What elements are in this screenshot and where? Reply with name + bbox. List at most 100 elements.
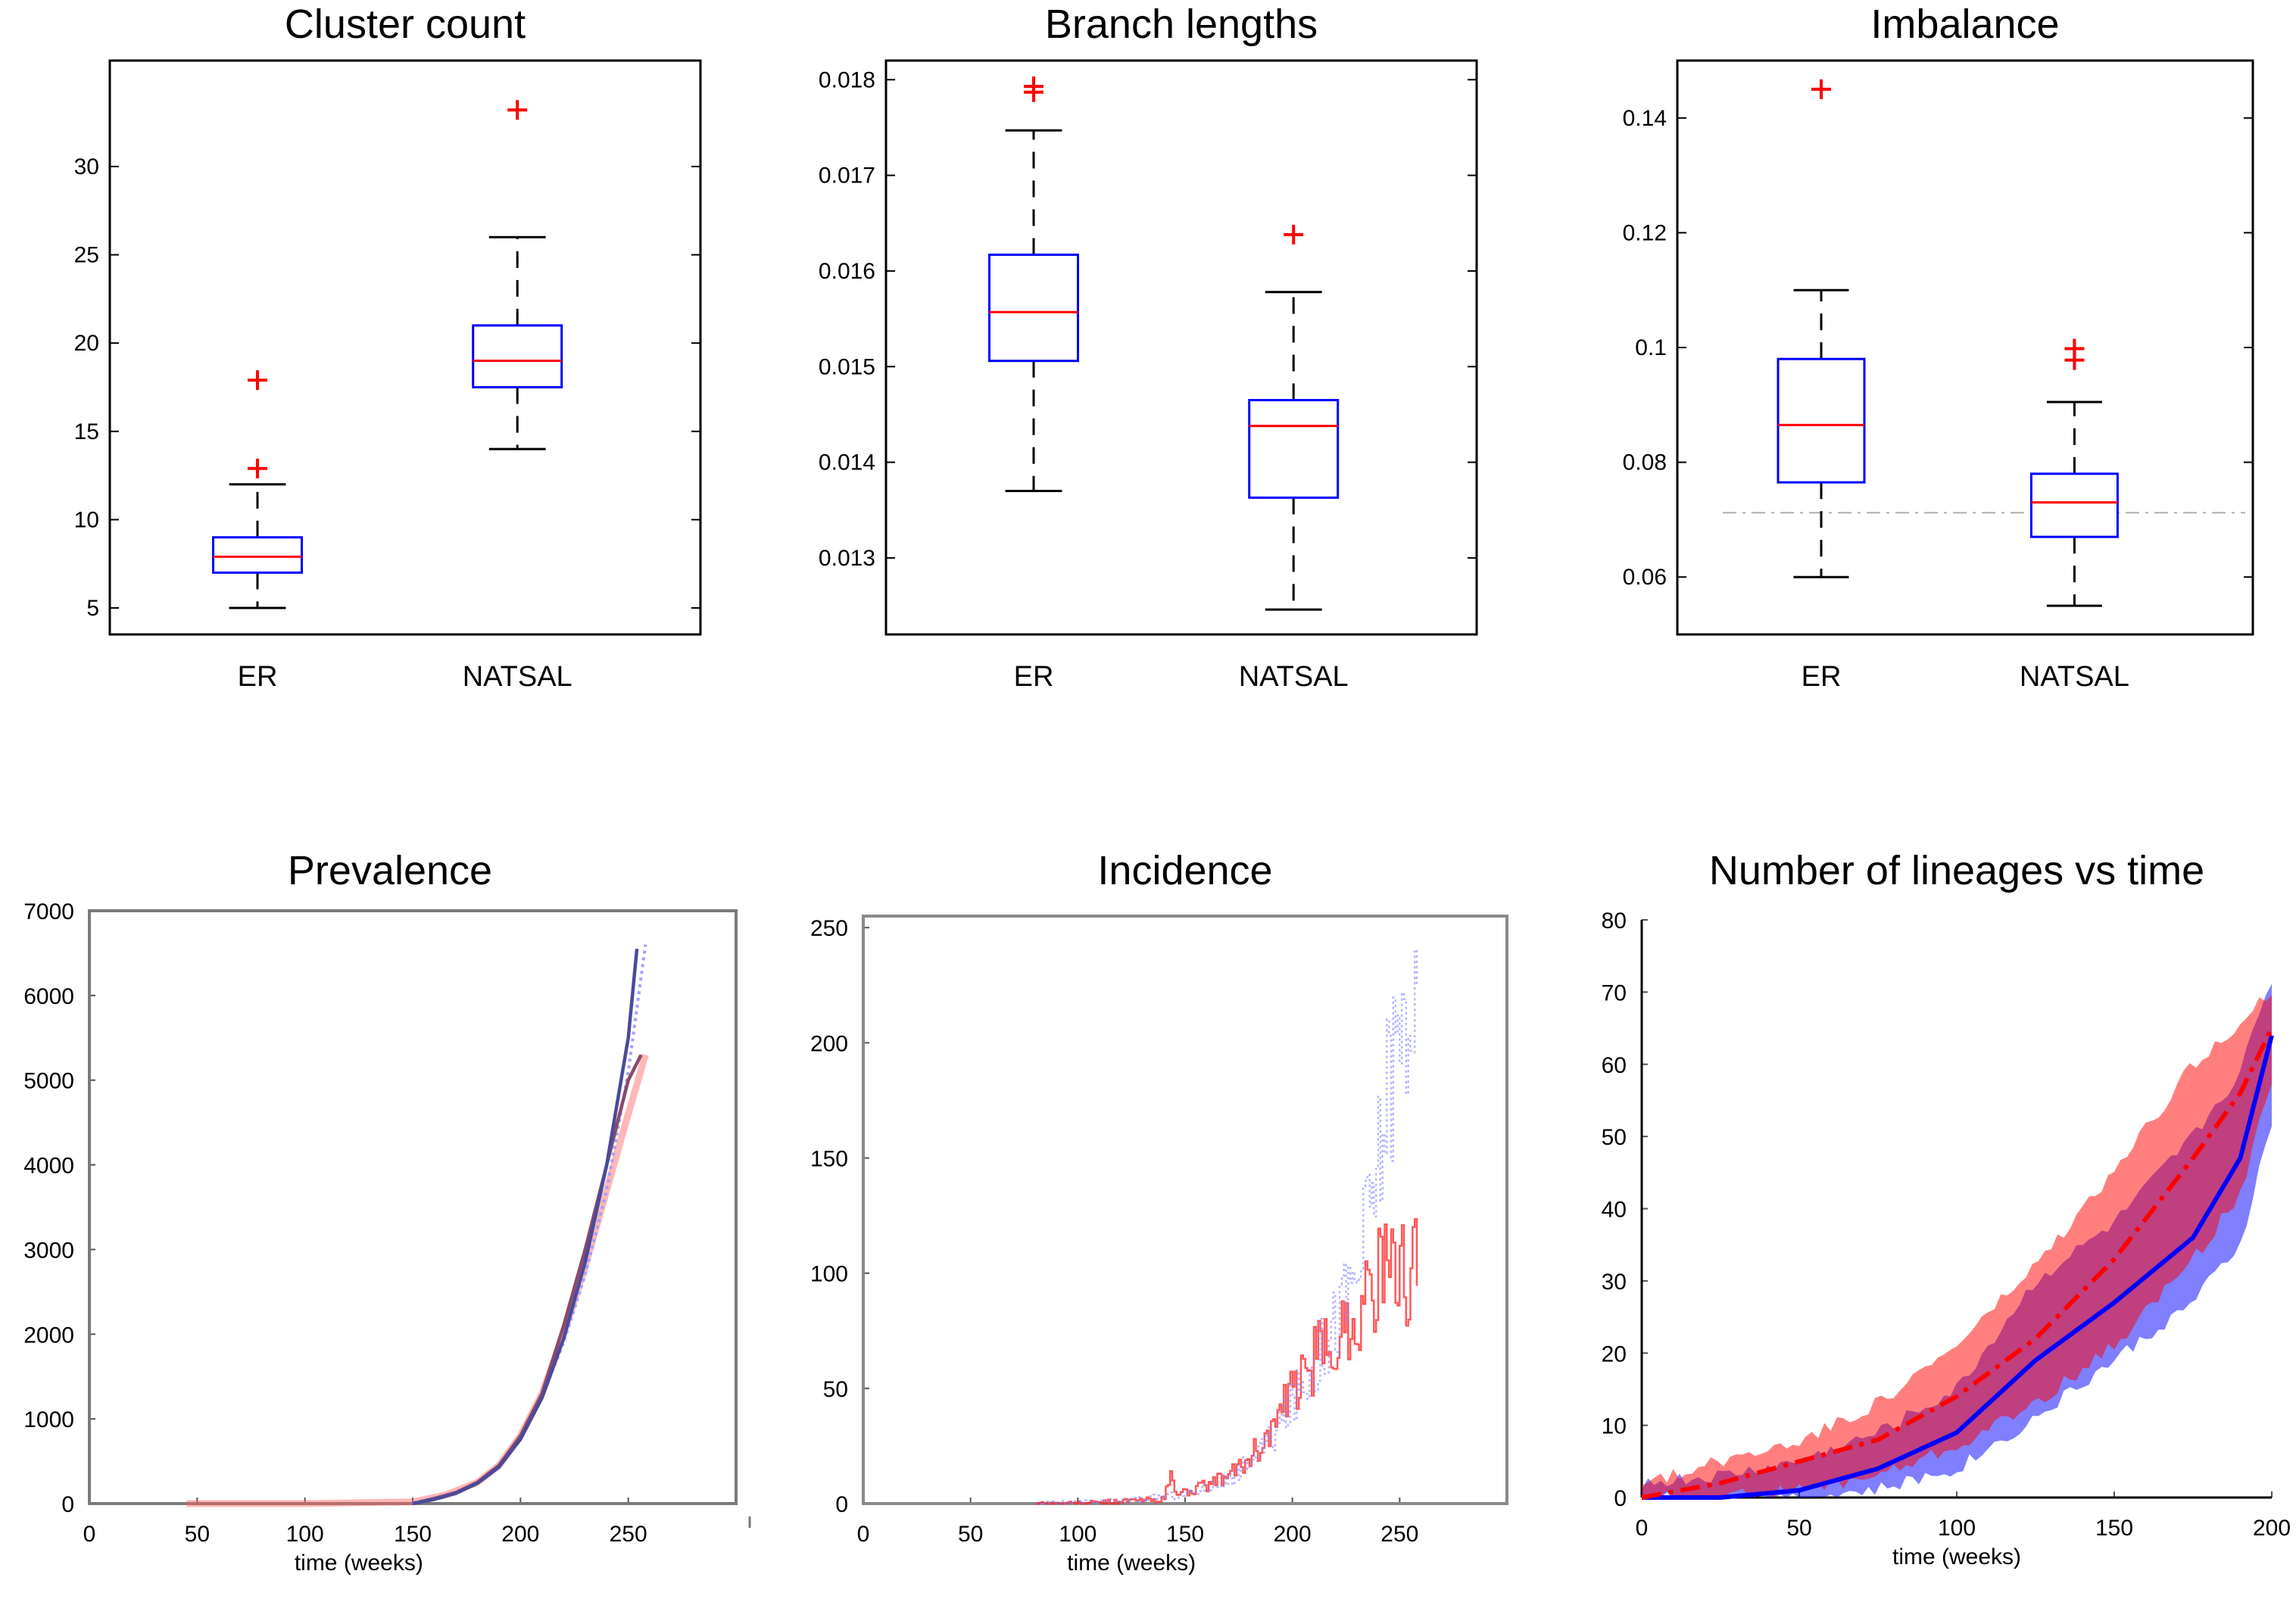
chart-title: Imbalance [1870, 2, 2059, 47]
y-tick-label: 250 [810, 916, 848, 941]
y-tick-label: 0.016 [819, 259, 875, 284]
box [1248, 398, 1340, 499]
category-label: ER [1802, 661, 1842, 693]
y-tick-label: 0.1 [1635, 335, 1667, 360]
chart-title: Number of lineages vs time [1709, 848, 2204, 893]
series-line-2 [412, 1054, 643, 1506]
x-axis-label: time (weeks) [1067, 1551, 1196, 1576]
x-tick-label: 200 [501, 1522, 539, 1547]
y-tick-label: 0 [61, 1492, 74, 1517]
x-tick-label: 250 [610, 1522, 647, 1547]
plot-frame [108, 59, 702, 636]
x-tick-label: 0 [1636, 1516, 1649, 1541]
y-tick-label: 20 [74, 331, 99, 356]
category-label: NATSAL [463, 661, 572, 693]
y-tick-label: 200 [810, 1031, 848, 1056]
box [2029, 472, 2119, 538]
x-tick-label: 0 [83, 1522, 96, 1547]
y-tick-label: 0.014 [819, 450, 875, 475]
series-line-1 [1034, 949, 1418, 1505]
y-tick-label: 5 [86, 596, 99, 621]
category-label: NATSAL [1239, 661, 1349, 693]
chart-title: Cluster count [285, 2, 526, 47]
x-tick-label: 100 [286, 1522, 324, 1547]
plot-frame [884, 59, 1478, 636]
x-tick-label: 100 [1059, 1522, 1097, 1547]
y-tick-label: 100 [810, 1262, 848, 1287]
imbalance-panel: Imbalance 0.06 0.08 0.1 0.12 0.14 ER NATSAL [1623, 2, 2254, 693]
y-tick-label: 50 [1602, 1125, 1627, 1150]
x-tick-label: 200 [1274, 1522, 1312, 1547]
x-tick-label: 150 [394, 1522, 432, 1547]
y-tick-label: 20 [1602, 1342, 1627, 1367]
y-tick-label: 0.013 [819, 546, 875, 571]
box [212, 536, 303, 574]
chart-title: Branch lengths [1045, 2, 1318, 47]
x-tick-label: 0 [857, 1522, 870, 1547]
y-tick-label: 6000 [23, 984, 74, 1009]
y-tick-label: 0.017 [819, 164, 875, 189]
y-tick-label: 30 [74, 154, 99, 179]
lineages-panel: Number of lineages vs time 0 10 20 30 40 50 60 7… [1602, 848, 2291, 1569]
y-tick-label: 0 [1614, 1486, 1627, 1511]
outlier-marker [1284, 224, 1304, 245]
outlier-marker [1811, 79, 1831, 99]
y-tick-label: 4000 [23, 1154, 74, 1179]
y-tick-label: 0.018 [819, 67, 875, 92]
x-tick-label: 150 [2095, 1516, 2133, 1541]
outlier-marker [248, 370, 267, 391]
series-line-0 [1642, 1034, 2274, 1500]
x-tick-label: 200 [2253, 1516, 2291, 1541]
y-tick-label: 70 [1602, 980, 1627, 1005]
y-tick-label: 0 [835, 1492, 848, 1517]
plot-frame [1676, 59, 2254, 636]
x-tick-label: 50 [958, 1522, 983, 1547]
series-line-1 [1641, 1027, 2274, 1500]
x-tick-label: 50 [1786, 1516, 1811, 1541]
y-tick-label: 30 [1602, 1270, 1627, 1295]
y-tick-label: 25 [74, 243, 99, 268]
x-axis-label: time (weeks) [295, 1551, 423, 1576]
x-tick-label: 150 [1166, 1522, 1204, 1547]
prevalence-panel: Prevalence 0 1000 2000 3000 4000 5000 6000 7000 0… [23, 848, 751, 1576]
x-tick-label: 250 [1380, 1522, 1418, 1547]
y-tick-label: 0.08 [1623, 450, 1667, 475]
series-line-0 [1034, 1218, 1418, 1505]
chart-title: Prevalence [288, 848, 492, 893]
y-tick-label: 150 [810, 1147, 848, 1172]
x-axis-label: time (weeks) [1892, 1544, 2021, 1569]
y-tick-label: 1000 [23, 1407, 74, 1432]
cluster-count-panel: Cluster count 5 10 15 20 25 30 ER NATSAL [74, 2, 702, 693]
x-tick-label: 100 [1938, 1516, 1976, 1541]
branch-lengths-panel: Branch lengths 0.013 0.014 0.015 0.016 0.017 0… [819, 2, 1478, 693]
outlier-marker [1024, 76, 1043, 97]
y-tick-label: 10 [1602, 1414, 1627, 1439]
y-tick-label: 2000 [23, 1323, 74, 1348]
y-tick-label: 80 [1602, 909, 1627, 933]
y-tick-label: 60 [1602, 1053, 1627, 1078]
series-line-3 [412, 949, 639, 1506]
outlier-marker [248, 458, 267, 478]
plot-frame [862, 915, 1508, 1505]
outlier-marker [507, 100, 528, 120]
y-tick-label: 50 [823, 1377, 848, 1402]
y-tick-label: 0.14 [1623, 106, 1667, 131]
y-tick-label: 3000 [23, 1238, 74, 1263]
y-tick-label: 0.12 [1623, 220, 1667, 245]
y-tick-label: 7000 [23, 899, 74, 924]
y-tick-label: 15 [74, 419, 99, 444]
y-tick-label: 0.015 [819, 354, 875, 379]
box [472, 324, 563, 388]
category-label: ER [238, 661, 278, 693]
box [988, 253, 1079, 363]
y-tick-label: 5000 [23, 1069, 74, 1094]
y-tick-label: 10 [74, 507, 99, 532]
confidence-band-1 [1642, 995, 2272, 1498]
y-tick-label: 40 [1602, 1198, 1627, 1223]
category-label: NATSAL [2020, 661, 2129, 693]
category-label: ER [1014, 661, 1054, 693]
chart-title: Incidence [1097, 848, 1272, 893]
incidence-panel: Incidence 0 50 100 150 200 250 0 50 100 150 200 250 t… [810, 848, 1508, 1576]
box [1777, 357, 1866, 484]
